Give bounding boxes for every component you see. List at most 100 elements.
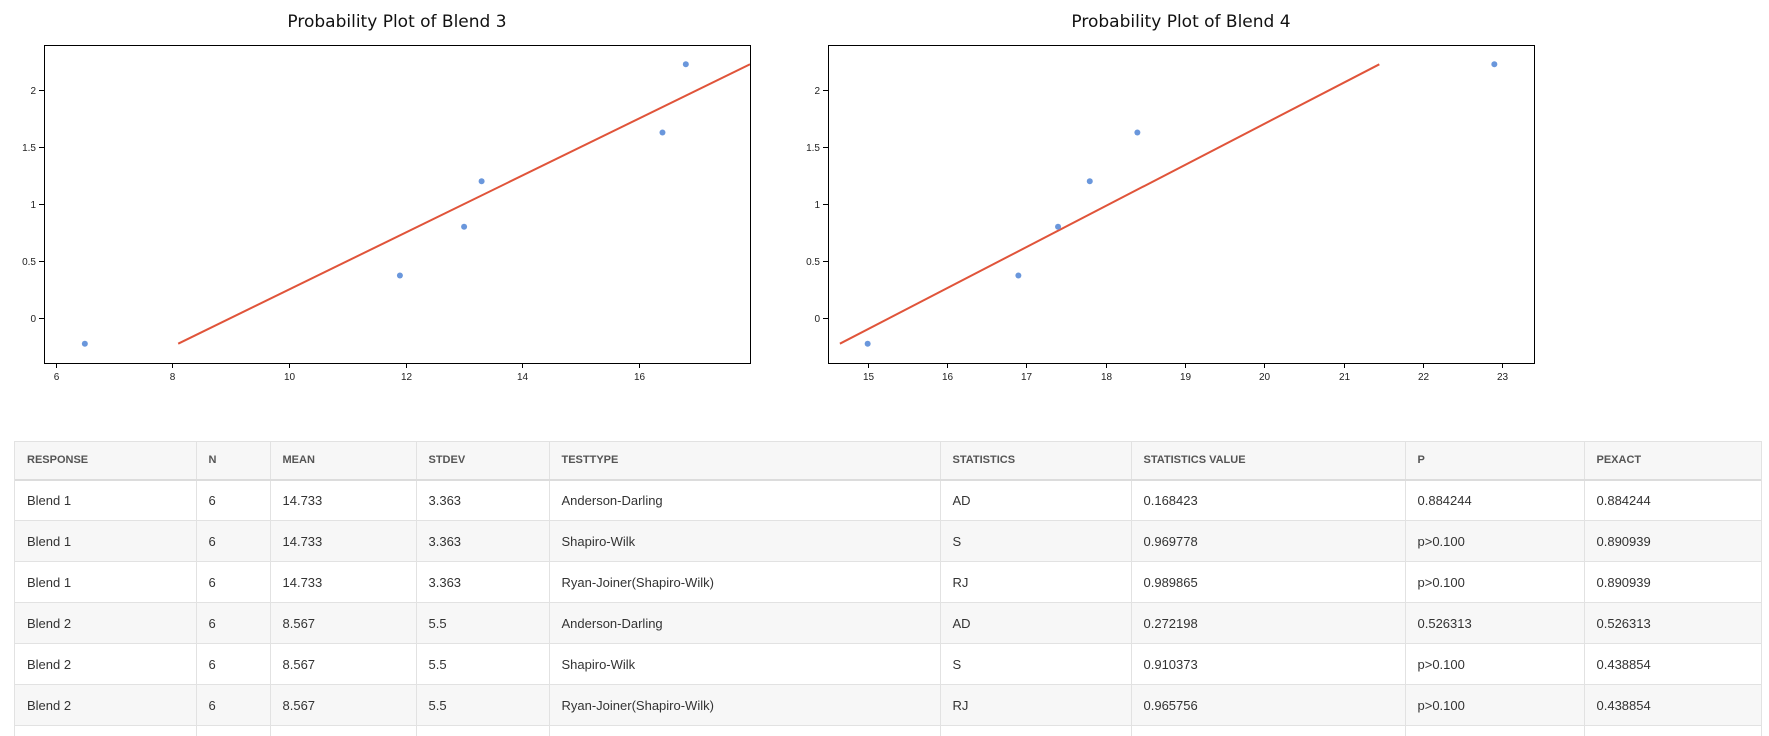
- column-header-pexact[interactable]: PEXACT: [1584, 441, 1761, 481]
- x-tick-label: 15: [863, 372, 875, 383]
- table-cell: 3.363: [416, 561, 550, 603]
- table-cell: S: [940, 520, 1132, 562]
- table-cell: Blend 1: [15, 561, 197, 603]
- table-cell: Anderson-Darling: [549, 479, 941, 521]
- table-cell: AD: [940, 479, 1132, 521]
- data-point: [1015, 272, 1022, 279]
- y-tick-label: 2: [30, 86, 36, 97]
- table-cell: 6: [196, 684, 271, 726]
- table-cell: Ryan-Joiner(Shapiro-Wilk): [549, 561, 941, 603]
- table-cell: p>0.100: [1405, 684, 1585, 726]
- table-cell: 6: [196, 479, 271, 521]
- x-tick-label: 18: [1101, 372, 1113, 383]
- x-tick-label: 12: [401, 372, 413, 383]
- table-cell: 0.910373: [1131, 643, 1406, 685]
- table-cell: [196, 725, 271, 736]
- table-row[interactable]: Blend 1 6 14.733 3.363 Ryan-Joiner(Shapiro-W…: [15, 561, 1761, 603]
- table-cell: 6: [196, 602, 271, 644]
- column-header-n[interactable]: N: [196, 441, 271, 481]
- x-tick-label: 21: [1339, 372, 1351, 383]
- table-cell: p>0.100: [1405, 520, 1585, 562]
- table-cell: 0.989865: [1131, 561, 1406, 603]
- table-cell: 0.884244: [1584, 479, 1761, 521]
- table-cell: 0.890939: [1584, 561, 1761, 603]
- table-cell: [549, 725, 941, 736]
- chart-title: Probability Plot of Blend 3: [287, 12, 506, 32]
- column-header-p[interactable]: P: [1405, 441, 1585, 481]
- data-point: [81, 340, 88, 347]
- y-tick-label: 1.5: [806, 143, 820, 154]
- table-cell: RJ: [940, 561, 1132, 603]
- table-row[interactable]: Blend 2 6 8.567 5.5 Shapiro-Wilk S 0.910373 p>0…: [15, 643, 1761, 685]
- y-tick-label: 1.5: [22, 143, 36, 154]
- table-cell: 5.5: [416, 643, 550, 685]
- table-cell: 0.526313: [1584, 602, 1761, 644]
- table-cell: Blend 2: [15, 643, 197, 685]
- table-cell: 8.567: [270, 643, 417, 685]
- column-header-statistics-value[interactable]: STATISTICS VALUE: [1131, 441, 1406, 481]
- table-cell: Ryan-Joiner(Shapiro-Wilk): [549, 684, 941, 726]
- table-cell: 14.733: [270, 520, 417, 562]
- x-tick-label: 19: [1180, 372, 1192, 383]
- column-header-response[interactable]: RESPONSE: [15, 441, 197, 481]
- plot-frame: [44, 45, 751, 364]
- column-header-stdev[interactable]: STDEV: [416, 441, 550, 481]
- table-cell: 5.5: [416, 684, 550, 726]
- table-cell: 0.969778: [1131, 520, 1406, 562]
- table-cell: 3.363: [416, 520, 550, 562]
- table-cell: Shapiro-Wilk: [549, 643, 941, 685]
- table-cell: 0.884244: [1405, 479, 1585, 521]
- chart-svg-blend-4: Probability Plot of Blend 415 16 17 18 19 20 2…: [806, 12, 1535, 383]
- x-tick-label: 20: [1259, 372, 1271, 383]
- x-tick-label: 17: [1021, 372, 1033, 383]
- x-tick-label: 23: [1497, 372, 1509, 383]
- probability-plot-blend-3: Probability Plot of Blend 3 6 8 10 12 14 16 0 0.…: [0, 0, 884, 425]
- table-cell: 3.363: [416, 479, 550, 521]
- data-point: [1055, 223, 1062, 230]
- chart-svg-blend-3: Probability Plot of Blend 36 8 10 12 14 1600.…: [22, 12, 751, 383]
- data-point: [1491, 61, 1498, 68]
- column-header-mean[interactable]: MEAN: [270, 441, 417, 481]
- x-tick-label: 16: [634, 372, 646, 383]
- table-cell: 6: [196, 561, 271, 603]
- table-header-row: RESPONSE N MEAN STDEV TESTTYPE STATISTIC…: [15, 441, 1761, 481]
- table-cell: 0.438854: [1584, 684, 1761, 726]
- table-row[interactable]: [15, 725, 1761, 736]
- y-tick-label: 2: [814, 86, 820, 97]
- table-row[interactable]: Blend 1 6 14.733 3.363 Anderson-Darling AD 0.1…: [15, 479, 1761, 521]
- fit-line: [839, 63, 1380, 345]
- data-point: [396, 272, 403, 279]
- table-row[interactable]: Blend 2 6 8.567 5.5 Anderson-Darling AD 0.2721…: [15, 602, 1761, 644]
- table-cell: [416, 725, 550, 736]
- data-point: [461, 223, 468, 230]
- table-cell: Blend 1: [15, 479, 197, 521]
- data-point: [478, 178, 485, 185]
- data-point: [1086, 178, 1093, 185]
- probability-plot-blend-4: Probability Plot of Blend 4 15 16 17 18 19 20 2…: [784, 0, 1769, 425]
- table-cell: 14.733: [270, 479, 417, 521]
- table-body: Blend 1 6 14.733 3.363 Anderson-Darling AD 0.1…: [15, 479, 1761, 736]
- table-cell: 14.733: [270, 561, 417, 603]
- y-tick-label: 0.5: [22, 257, 36, 268]
- table-row[interactable]: Blend 2 6 8.567 5.5 Ryan-Joiner(Shapiro-Wilk…: [15, 684, 1761, 726]
- table-cell: Shapiro-Wilk: [549, 520, 941, 562]
- column-header-statistics[interactable]: STATISTICS: [940, 441, 1132, 481]
- table-cell: Anderson-Darling: [549, 602, 941, 644]
- table-cell: 8.567: [270, 684, 417, 726]
- plot-frame: [828, 45, 1535, 364]
- y-tick-label: 1: [814, 200, 820, 211]
- y-tick-label: 0: [814, 314, 820, 325]
- table-cell: Blend 2: [15, 684, 197, 726]
- table-cell: 5.5: [416, 602, 550, 644]
- table-cell: S: [940, 643, 1132, 685]
- table-cell: p>0.100: [1405, 643, 1585, 685]
- y-tick-label: 0: [30, 314, 36, 325]
- table-cell: 0.890939: [1584, 520, 1761, 562]
- table-row[interactable]: Blend 1 6 14.733 3.363 Shapiro-Wilk S 0.969778…: [15, 520, 1761, 562]
- chart-title: Probability Plot of Blend 4: [1071, 12, 1290, 32]
- column-header-testtype[interactable]: TESTTYPE: [549, 441, 941, 481]
- data-point: [1134, 129, 1141, 136]
- table-cell: RJ: [940, 684, 1132, 726]
- table-cell: [940, 725, 1132, 736]
- x-tick-label: 22: [1418, 372, 1430, 383]
